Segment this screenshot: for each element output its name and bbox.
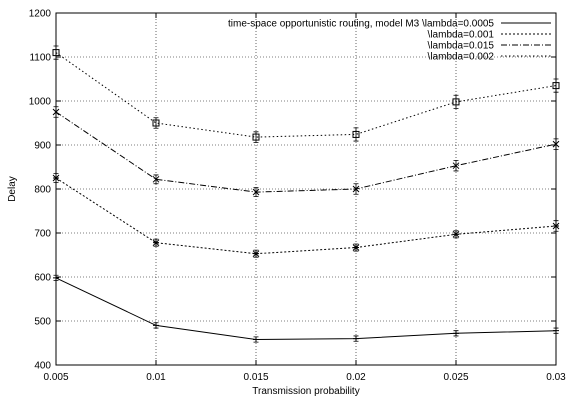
data-point: [453, 330, 459, 337]
data-point: [253, 336, 259, 343]
legend-label: \lambda=0.015: [428, 41, 495, 52]
x-axis-label: Transmission probability: [252, 386, 359, 397]
data-point: [452, 230, 460, 238]
y-tick-label: 700: [34, 229, 51, 240]
series-line: [55, 277, 557, 341]
y-tick-label: 600: [34, 273, 51, 284]
tick-labels: 400 500 600 700 800 900 1000 1100 1200 0.005 0.01 0…: [29, 9, 566, 384]
x-tick-label: 0.005: [43, 372, 68, 383]
data-point: [452, 162, 460, 170]
series-1: [53, 274, 559, 343]
y-tick-label: 900: [34, 141, 51, 152]
x-tick-label: 0.03: [546, 372, 566, 383]
data-point: [352, 244, 360, 251]
y-tick-label: 400: [34, 361, 51, 372]
error-bar: [353, 127, 359, 142]
x-tick-label: 0.025: [443, 372, 468, 383]
y-axis-label: Delay: [7, 176, 18, 202]
y-tick-label: 1100: [29, 53, 51, 64]
data-point: [152, 239, 160, 247]
y-tick-label: 1000: [29, 97, 52, 108]
data-point: [152, 175, 160, 183]
error-bar: [253, 131, 259, 143]
legend-entry: \lambda=0.015: [428, 41, 551, 52]
legend-entry: \lambda=0.002: [428, 52, 551, 63]
legend-entry: \lambda=0.001: [428, 30, 551, 41]
series-2: [52, 173, 560, 258]
series-line: [55, 177, 557, 255]
grid-lines: [56, 13, 556, 365]
series-3: [52, 106, 560, 197]
series-4: [52, 45, 560, 143]
data-point: [352, 185, 360, 193]
data-point: [152, 119, 160, 127]
data-point: [153, 322, 159, 329]
x-tick-label: 0.02: [346, 372, 366, 383]
legend-label: time-space opportunistic routing, model …: [228, 19, 494, 30]
error-bar: [453, 94, 459, 109]
series-group: [52, 45, 560, 343]
data-point: [252, 188, 260, 196]
data-point: [352, 130, 360, 138]
data-point: [252, 250, 260, 258]
axis-ticks: [55, 12, 557, 366]
x-tick-label: 0.01: [146, 372, 166, 383]
legend-label: \lambda=0.001: [428, 30, 495, 41]
legend-entry: time-space opportunistic routing, model …: [228, 19, 551, 30]
y-tick-label: 1200: [29, 9, 52, 20]
x-tick-label: 0.015: [243, 372, 268, 383]
data-point: [252, 133, 260, 141]
series-line: [55, 111, 557, 193]
legend-label: \lambda=0.002: [428, 52, 495, 63]
data-point: [353, 335, 359, 342]
y-tick-label: 500: [34, 317, 51, 328]
series-line: [55, 52, 557, 138]
legend: time-space opportunistic routing, model …: [228, 19, 551, 63]
data-point: [452, 98, 460, 106]
error-bar: [153, 117, 159, 129]
y-tick-label: 800: [34, 185, 51, 196]
